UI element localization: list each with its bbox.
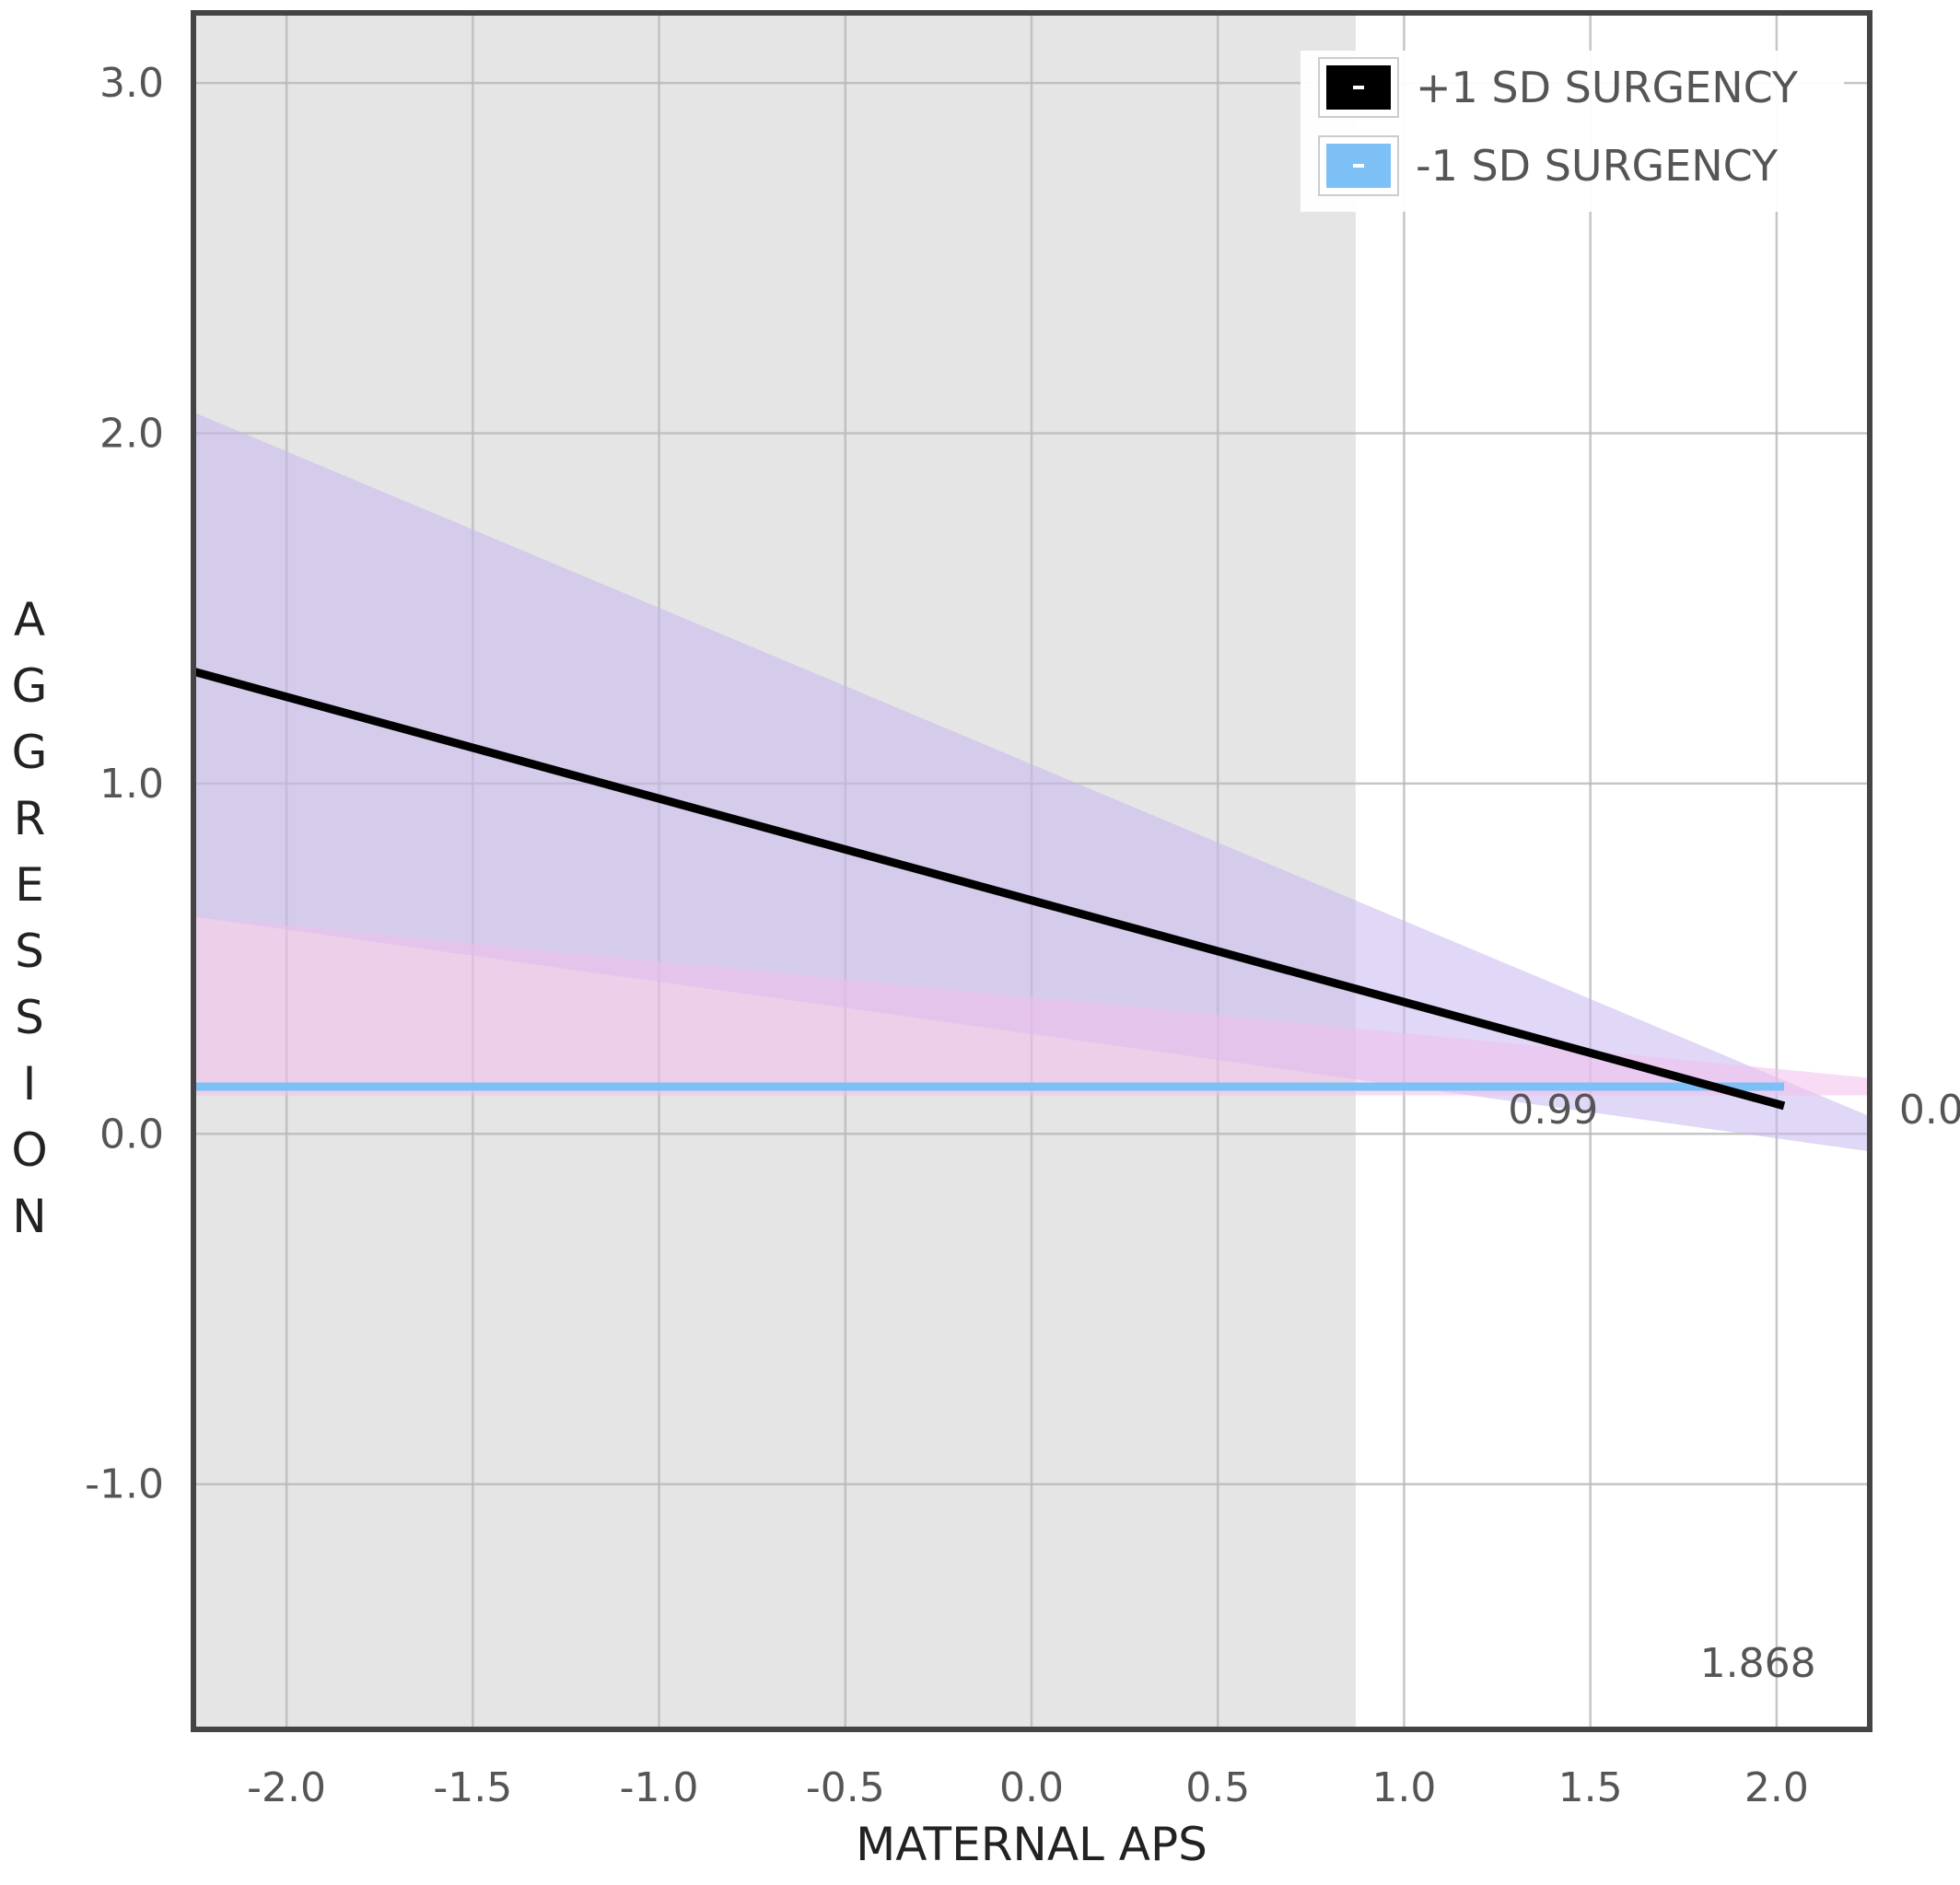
x-tick-label: -1.0 xyxy=(620,1764,699,1811)
legend-swatch-dash xyxy=(1353,86,1364,89)
legend-swatch-dash xyxy=(1353,164,1364,168)
legend-label: -1 SD SURGENCY xyxy=(1416,141,1779,191)
x-tick-label: 0.0 xyxy=(999,1764,1064,1811)
confidence-band-1 xyxy=(193,916,1870,1096)
series-lines xyxy=(192,667,1786,1111)
y-axis-title-letter: S xyxy=(15,925,44,978)
x-tick-label: 2.0 xyxy=(1744,1764,1809,1811)
x-tick-label: 0.5 xyxy=(1185,1764,1250,1811)
y-tick-label: 2.0 xyxy=(99,410,164,457)
plot-frame xyxy=(191,10,1872,1732)
legend: +1 SD SURGENCY -1 SD SURGENCY xyxy=(1301,51,1844,212)
x-tick-label: -1.5 xyxy=(433,1764,512,1811)
y-axis-title-letter: G xyxy=(12,659,48,713)
y-axis-title-letter: I xyxy=(23,1057,37,1111)
x-tick-label: -2.0 xyxy=(247,1764,326,1811)
y-axis-title-letter: S xyxy=(15,991,44,1044)
y-tick-label: -1.0 xyxy=(85,1461,164,1508)
y-axis-title-letter: E xyxy=(15,858,44,912)
annotation-label: 1.868 xyxy=(1700,1640,1816,1687)
annotations: 0.99 0.01 1.868 xyxy=(1508,1087,1960,1687)
plot-border xyxy=(191,10,1872,1732)
x-axis-title: MATERNAL APS xyxy=(856,1818,1208,1871)
y-axis-title-letter: N xyxy=(12,1190,46,1243)
legend-label: +1 SD SURGENCY xyxy=(1416,63,1799,112)
x-tick-label: 1.5 xyxy=(1558,1764,1623,1811)
y-tick-label: 3.0 xyxy=(99,60,164,107)
y-axis-title-letter: A xyxy=(14,593,45,646)
y-axis-title-letter: G xyxy=(12,726,48,779)
annotation-label: 0.99 xyxy=(1508,1087,1598,1134)
y-axis-title-letter: O xyxy=(11,1123,47,1177)
y-tick-label: 0.0 xyxy=(99,1111,164,1158)
y-axis-title-letter: R xyxy=(14,792,46,845)
y-tick-labels: -1.0 0.0 1.0 2.0 3.0 xyxy=(85,60,164,1508)
x-tick-label: 1.0 xyxy=(1371,1764,1436,1811)
y-tick-label: 1.0 xyxy=(99,761,164,808)
annotation-label: 0.01 xyxy=(1899,1087,1960,1134)
confidence-bands xyxy=(193,412,1870,1152)
x-tick-label: -0.5 xyxy=(806,1764,885,1811)
series-line-0 xyxy=(192,667,1786,1111)
x-tick-labels: -2.0 -1.5 -1.0 -0.5 0.0 0.5 1.0 1.5 2.0 xyxy=(247,1764,1809,1811)
